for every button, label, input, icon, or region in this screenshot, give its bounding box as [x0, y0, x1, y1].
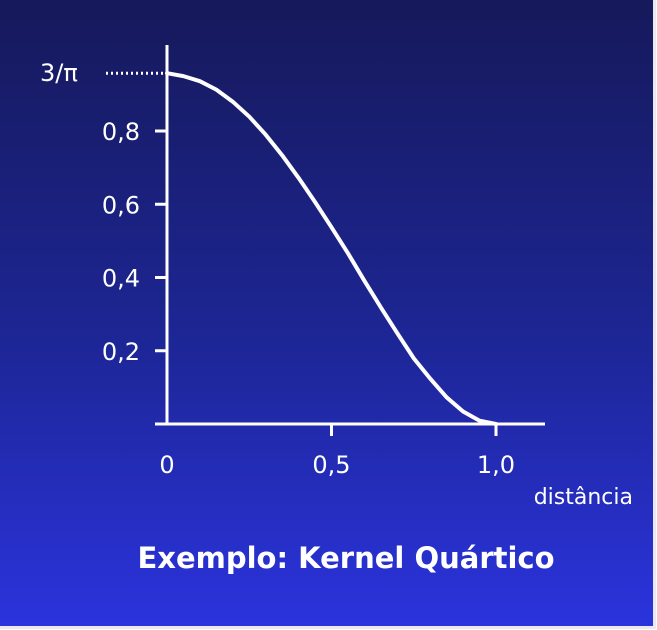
y-tick-label: 0,6	[102, 191, 140, 219]
chart-ticks: 0 0,5 1,0 0,2 0,4 0,6 0,8	[102, 118, 515, 479]
x-tick-label: 0,5	[312, 451, 350, 479]
y-tick-label: 0,2	[102, 338, 140, 366]
x-axis-title: distância	[534, 485, 633, 510]
x-tick-label: 1,0	[477, 451, 515, 479]
chart-caption: Exemplo: Kernel Quártico	[137, 541, 554, 575]
y-tick-label: 0,8	[102, 118, 140, 146]
reference-line-label: 3/π	[40, 59, 78, 87]
reference-line-group: 3/π	[40, 59, 167, 87]
curve-group	[165, 71, 498, 426]
chart-axes	[155, 45, 545, 426]
kernel-curve-line	[165, 71, 498, 426]
x-tick-label: 0	[159, 451, 174, 479]
y-tick-label: 0,4	[102, 265, 140, 293]
